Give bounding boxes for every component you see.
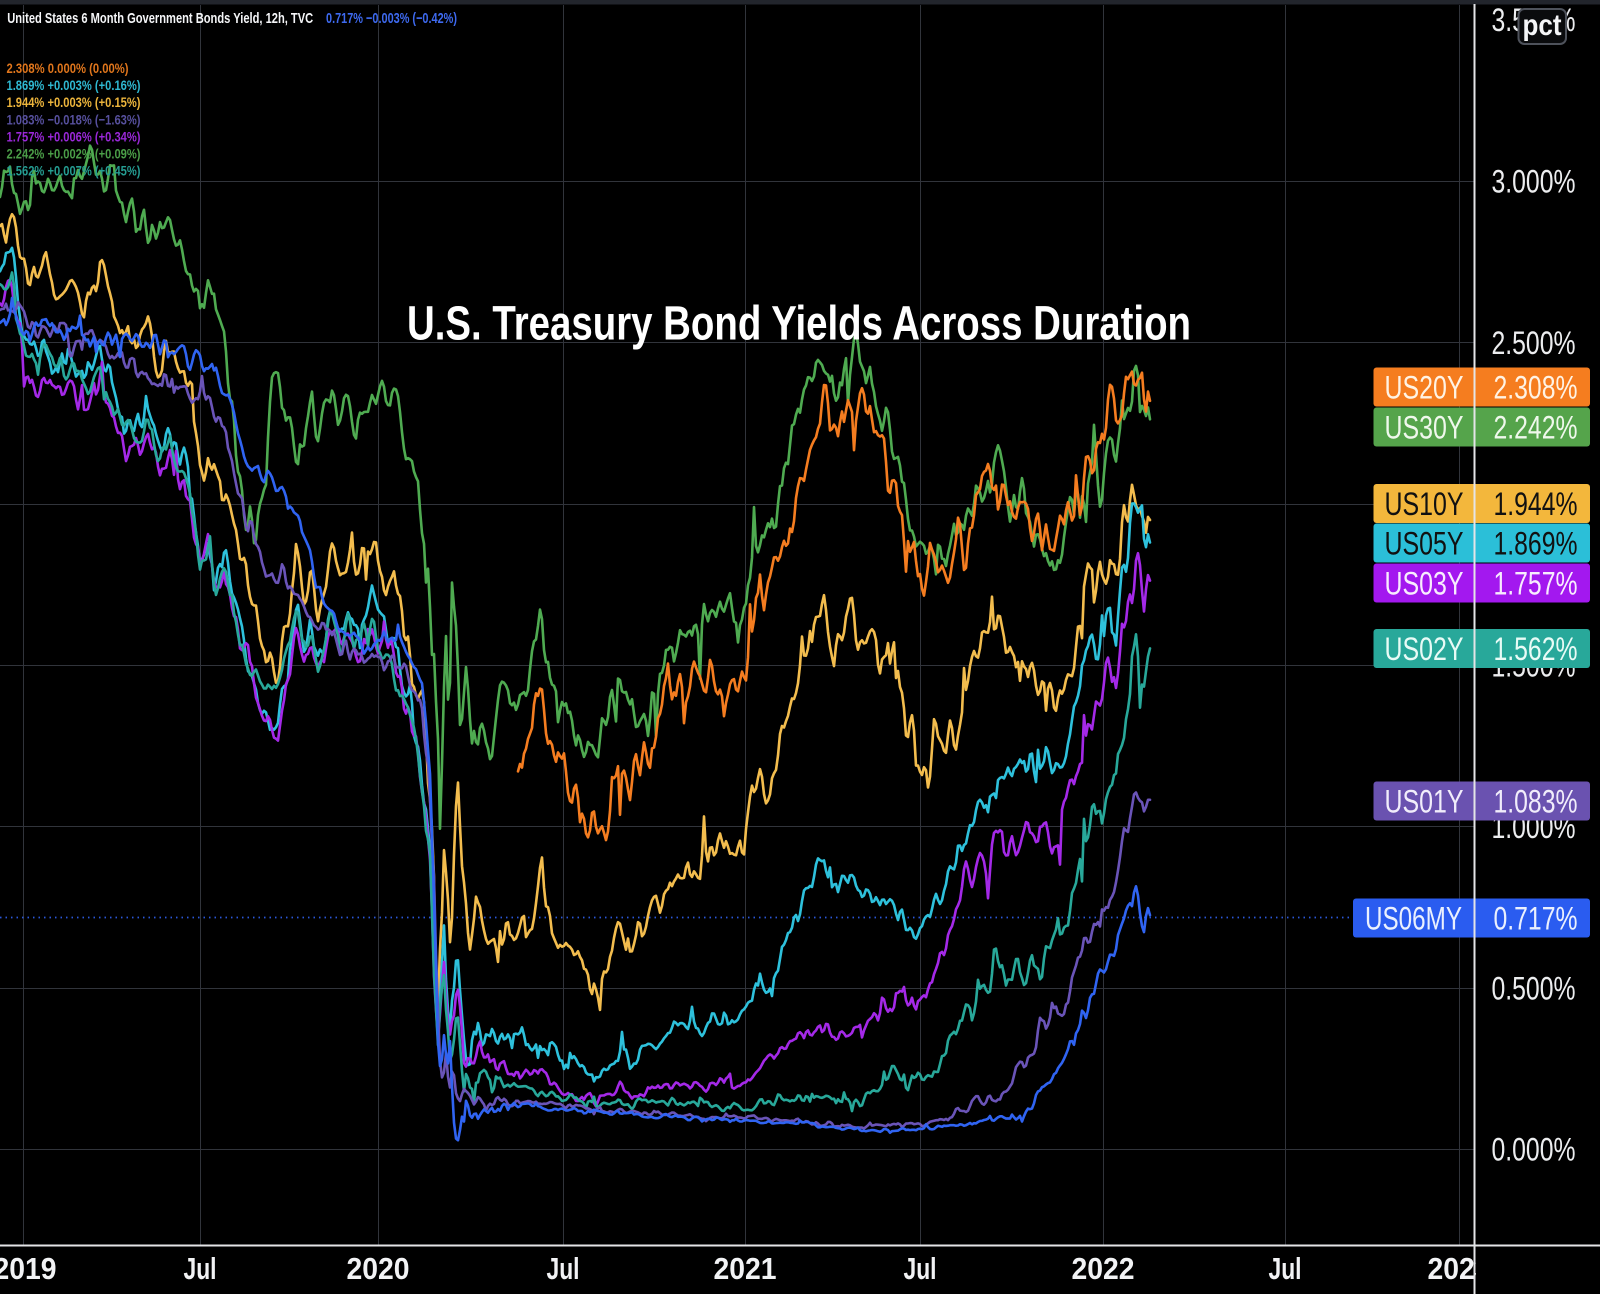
svg-text:US03Y: US03Y xyxy=(1385,566,1464,602)
svg-text:1.083% −0.018% (−1.63%): 1.083% −0.018% (−1.63%) xyxy=(7,111,141,127)
svg-text:2021: 2021 xyxy=(714,1251,777,1286)
svg-text:1.944% +0.003% (+0.15%): 1.944% +0.003% (+0.15%) xyxy=(7,94,141,110)
svg-text:1.757% +0.006% (+0.34%): 1.757% +0.006% (+0.34%) xyxy=(7,128,141,144)
svg-text:0.717% −0.003% (−0.42%): 0.717% −0.003% (−0.42%) xyxy=(326,10,457,27)
svg-text:1.562%: 1.562% xyxy=(1494,631,1578,667)
svg-text:US10Y: US10Y xyxy=(1385,486,1464,522)
svg-text:US06MY: US06MY xyxy=(1365,901,1462,937)
svg-text:3.000%: 3.000% xyxy=(1492,164,1576,200)
svg-text:US01Y: US01Y xyxy=(1385,784,1464,820)
svg-text:US05Y: US05Y xyxy=(1385,526,1464,562)
svg-text:Jul: Jul xyxy=(904,1251,937,1286)
svg-text:0.717%: 0.717% xyxy=(1494,901,1578,937)
svg-text:1.757%: 1.757% xyxy=(1494,566,1578,602)
svg-text:Jul: Jul xyxy=(1269,1251,1302,1286)
svg-text:US20Y: US20Y xyxy=(1385,370,1464,406)
svg-text:U.S. Treasury Bond Yields Acro: U.S. Treasury Bond Yields Across Duratio… xyxy=(407,298,1191,351)
svg-text:Jul: Jul xyxy=(184,1251,217,1286)
svg-text:1.083%: 1.083% xyxy=(1494,784,1578,820)
svg-text:0.000%: 0.000% xyxy=(1492,1132,1576,1168)
svg-text:0.500%: 0.500% xyxy=(1492,970,1576,1006)
svg-text:United States 6 Month Governme: United States 6 Month Government Bonds Y… xyxy=(7,10,313,27)
svg-text:1.562% +0.007% (+0.45%): 1.562% +0.007% (+0.45%) xyxy=(7,163,141,179)
svg-text:Jul: Jul xyxy=(547,1251,580,1286)
svg-text:2019: 2019 xyxy=(0,1251,57,1286)
svg-text:US30Y: US30Y xyxy=(1385,410,1464,446)
svg-text:2.500%: 2.500% xyxy=(1492,325,1576,361)
svg-text:1.869% +0.003% (+0.16%): 1.869% +0.003% (+0.16%) xyxy=(7,77,141,93)
svg-text:2.308%: 2.308% xyxy=(1494,370,1578,406)
svg-text:2020: 2020 xyxy=(347,1251,410,1286)
svg-text:1.944%: 1.944% xyxy=(1494,486,1578,522)
svg-text:1.869%: 1.869% xyxy=(1494,526,1578,562)
svg-text:US02Y: US02Y xyxy=(1385,631,1464,667)
svg-text:2.242%: 2.242% xyxy=(1494,410,1578,446)
svg-text:2.242% +0.002% (+0.09%): 2.242% +0.002% (+0.09%) xyxy=(7,146,141,162)
svg-text:2.308% 0.000% (0.00%): 2.308% 0.000% (0.00%) xyxy=(7,60,129,76)
svg-text:pct: pct xyxy=(1523,9,1562,42)
svg-text:2022: 2022 xyxy=(1072,1251,1135,1286)
